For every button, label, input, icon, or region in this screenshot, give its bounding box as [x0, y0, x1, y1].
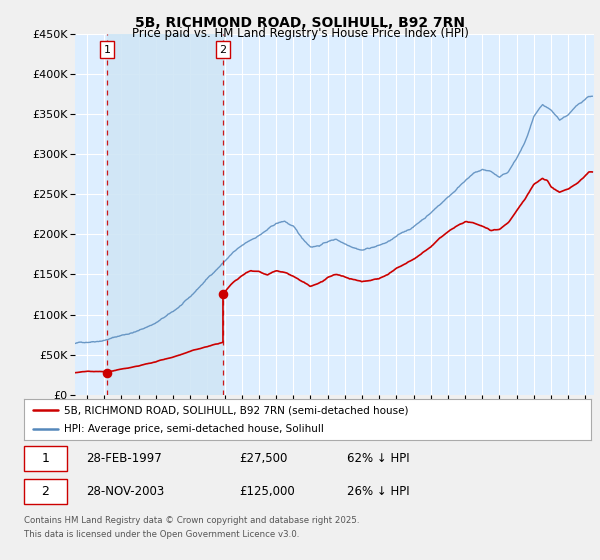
Text: 26% ↓ HPI: 26% ↓ HPI: [347, 484, 410, 498]
Point: [218, 290, 228, 299]
Text: 28-NOV-2003: 28-NOV-2003: [86, 484, 164, 498]
Text: 2: 2: [220, 45, 227, 55]
Text: 1: 1: [41, 451, 49, 465]
Point: [102, 368, 112, 377]
FancyBboxPatch shape: [24, 479, 67, 503]
FancyBboxPatch shape: [24, 446, 67, 470]
Text: 2: 2: [41, 484, 49, 498]
Text: 5B, RICHMOND ROAD, SOLIHULL, B92 7RN (semi-detached house): 5B, RICHMOND ROAD, SOLIHULL, B92 7RN (se…: [64, 405, 408, 415]
Text: 62% ↓ HPI: 62% ↓ HPI: [347, 451, 410, 465]
Text: HPI: Average price, semi-detached house, Solihull: HPI: Average price, semi-detached house,…: [64, 424, 323, 433]
Text: £27,500: £27,500: [239, 451, 288, 465]
Text: 1: 1: [103, 45, 110, 55]
Text: £125,000: £125,000: [239, 484, 295, 498]
Text: Contains HM Land Registry data © Crown copyright and database right 2025.
This d: Contains HM Land Registry data © Crown c…: [24, 516, 359, 539]
Bar: [107, 34, 223, 395]
Text: 5B, RICHMOND ROAD, SOLIHULL, B92 7RN: 5B, RICHMOND ROAD, SOLIHULL, B92 7RN: [135, 16, 465, 30]
Text: 28-FEB-1997: 28-FEB-1997: [86, 451, 162, 465]
Text: Price paid vs. HM Land Registry's House Price Index (HPI): Price paid vs. HM Land Registry's House …: [131, 27, 469, 40]
